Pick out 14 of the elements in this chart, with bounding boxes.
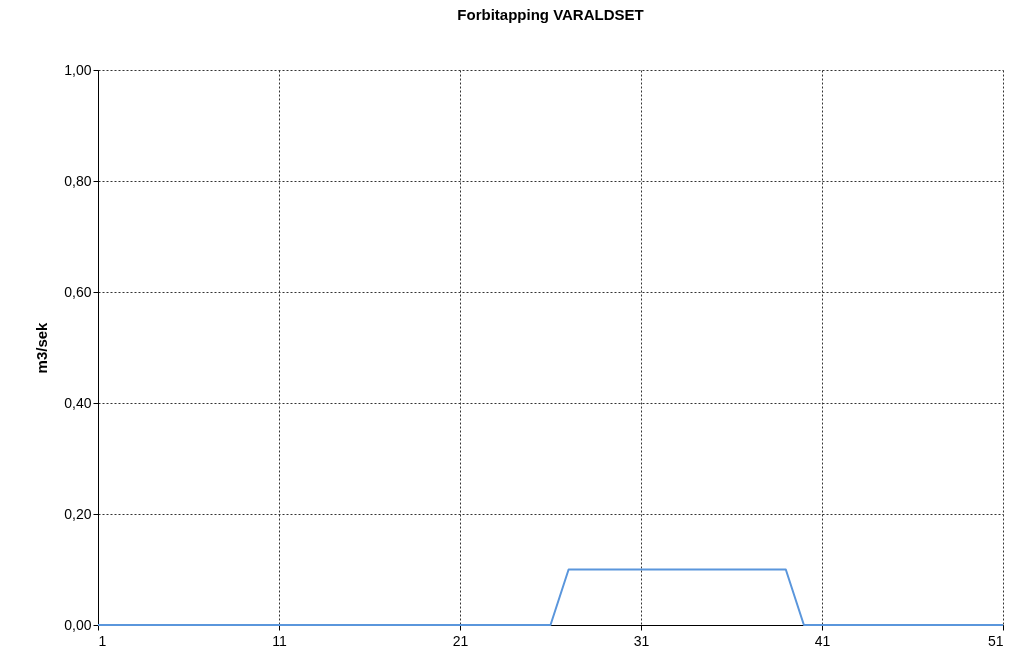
x-tick-label: 41: [814, 632, 831, 649]
chart-title: Forbitapping VARALDSET: [457, 6, 644, 23]
x-tick-label: 1: [98, 632, 107, 649]
y-tick-label: 0,20: [64, 505, 92, 522]
x-tick-label: 11: [272, 632, 287, 649]
y-tick-label: 0,60: [64, 283, 92, 300]
y-tick-label: 0,00: [64, 616, 92, 633]
y-tick-label: 0,80: [64, 172, 92, 189]
y-axis-title: m3/sek: [33, 321, 51, 374]
x-tick-label: 21: [452, 632, 469, 649]
x-tick-label: 51: [987, 632, 1004, 649]
x-tick-label: 31: [633, 632, 650, 649]
y-tick-label: 1,00: [64, 61, 92, 78]
y-tick-label: 0,40: [64, 394, 92, 411]
